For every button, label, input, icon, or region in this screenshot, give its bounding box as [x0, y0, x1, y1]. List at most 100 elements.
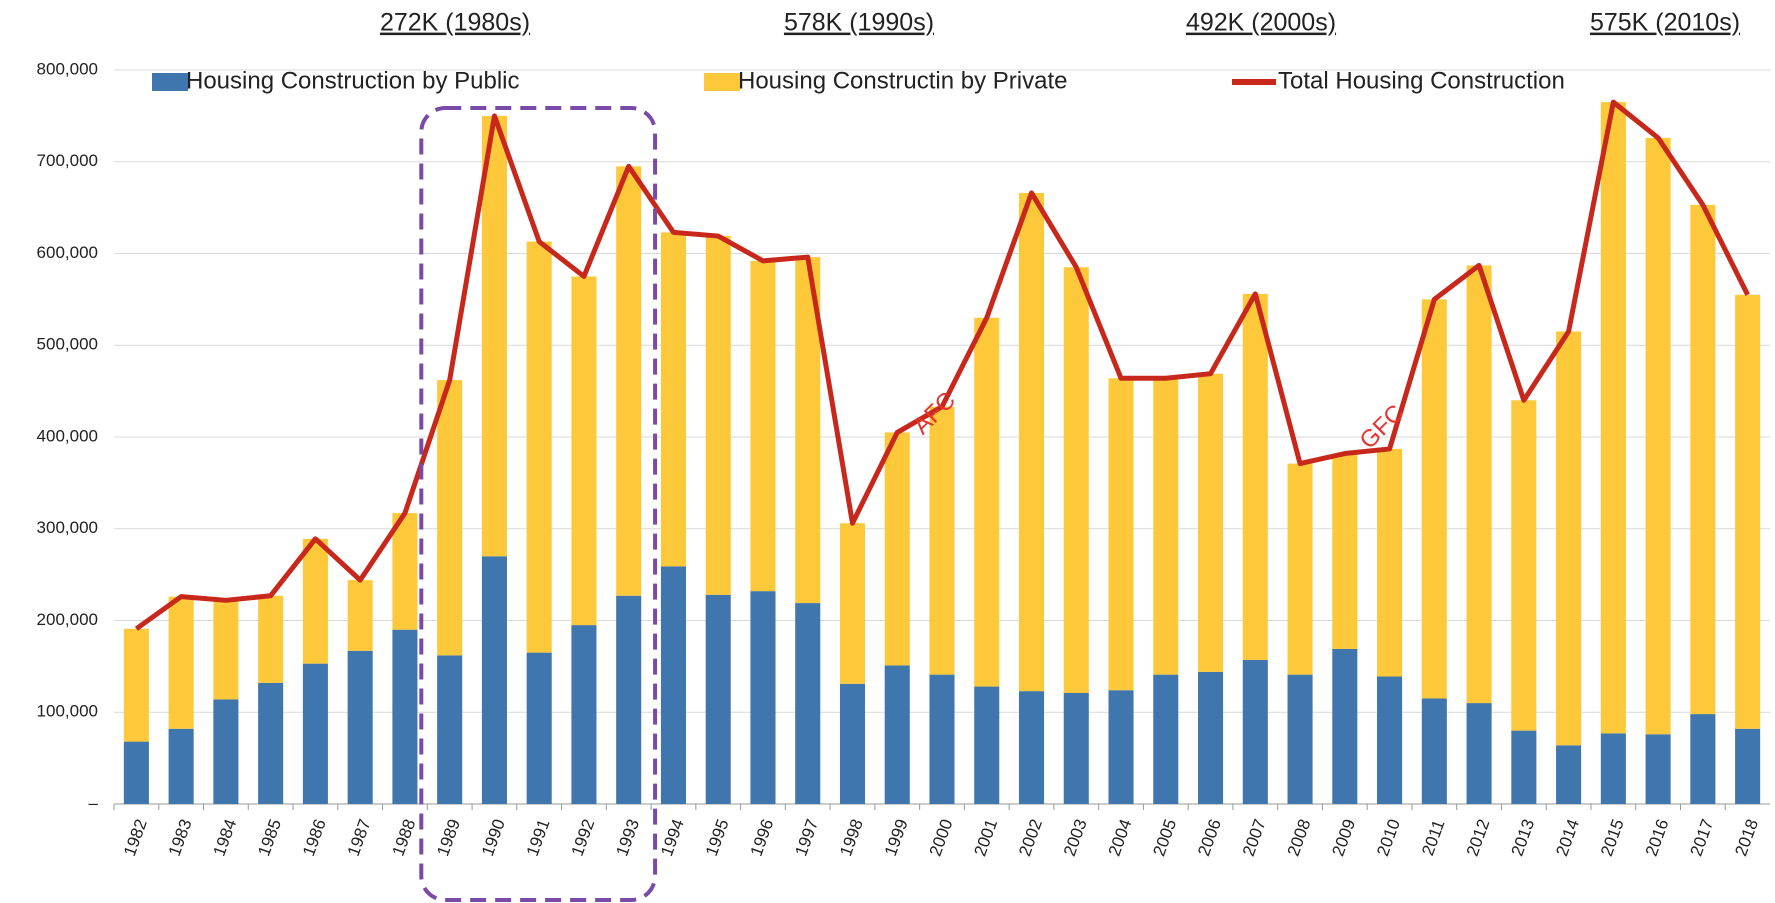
x-tick-label: 2005 — [1149, 817, 1180, 859]
x-tick-label: 2018 — [1731, 817, 1762, 859]
y-tick-label: 200,000 — [37, 610, 98, 629]
bar-segment — [705, 594, 731, 804]
bar-segment — [884, 665, 910, 804]
x-tick-label: 1993 — [612, 817, 643, 859]
bar-segment — [616, 166, 642, 596]
bar-segment — [1198, 671, 1224, 804]
bar-segment — [571, 276, 597, 626]
bar-segment — [884, 432, 910, 666]
bar-segment — [660, 566, 686, 804]
bar-segment — [1153, 674, 1179, 804]
bar-segment — [1645, 734, 1671, 804]
bar-segment — [347, 580, 373, 651]
x-tick-label: 2000 — [926, 817, 957, 859]
bar-segment — [1511, 730, 1537, 804]
x-tick-label: 2003 — [1060, 817, 1091, 859]
x-tick-label: 2011 — [1418, 817, 1448, 858]
y-tick-label: 500,000 — [37, 335, 98, 354]
bar-segment — [929, 406, 955, 675]
x-tick-label: 1986 — [299, 817, 330, 859]
bar-segment — [123, 628, 149, 742]
bar-segment — [795, 603, 821, 804]
bar-segment — [347, 650, 373, 804]
bar-segment — [302, 663, 328, 804]
x-tick-label: 1983 — [165, 817, 196, 859]
bar-segment — [750, 260, 776, 592]
y-tick-label: 100,000 — [37, 702, 98, 721]
bar-segment — [168, 728, 194, 804]
bar-segment — [1108, 690, 1134, 804]
x-tick-label: 2015 — [1597, 817, 1628, 859]
bar-segment — [437, 380, 463, 656]
y-tick-label: 800,000 — [37, 59, 98, 78]
x-tick-label: 1994 — [657, 817, 688, 859]
bar-segment — [1287, 674, 1313, 804]
bar-segment — [1018, 691, 1045, 804]
y-tick-label: 300,000 — [37, 518, 98, 537]
bar-segment — [168, 596, 194, 729]
bar-segment — [392, 513, 418, 630]
x-tick-label: 2013 — [1507, 817, 1538, 859]
bar-segment — [1556, 331, 1582, 746]
x-tick-label: 1999 — [881, 817, 912, 859]
legend-swatch — [152, 73, 188, 91]
bar-segment — [392, 629, 418, 804]
bar-segment — [1153, 378, 1179, 675]
x-tick-label: 1985 — [254, 817, 285, 859]
decade-label: 575K (2010s) — [1590, 9, 1740, 37]
bar-segment — [750, 591, 776, 804]
y-tick-label: – — [89, 793, 99, 812]
bar-segment — [1242, 659, 1268, 804]
y-tick-label: 600,000 — [37, 243, 98, 262]
x-tick-label: 1998 — [836, 817, 867, 859]
bar-segment — [1645, 137, 1671, 735]
x-tick-label: 2012 — [1463, 817, 1494, 859]
bar-segment — [974, 317, 1000, 687]
bar-segment — [1198, 373, 1224, 672]
bar-segment — [1377, 676, 1403, 804]
bar-segment — [1332, 648, 1358, 804]
decade-label: 272K (1980s) — [380, 9, 530, 37]
legend-label: Housing Construction by Public — [186, 67, 520, 94]
legend-swatch — [704, 73, 740, 91]
x-tick-label: 2016 — [1642, 817, 1673, 859]
bar-segment — [1511, 400, 1537, 731]
x-tick-label: 1989 — [433, 817, 464, 859]
decade-label: 492K (2000s) — [1186, 9, 1336, 37]
bar-segment — [123, 741, 149, 804]
bar-segment — [974, 686, 1000, 804]
bar-segment — [1466, 265, 1492, 704]
bar-segment — [526, 652, 552, 804]
bar-segment — [213, 600, 239, 700]
bar-segment — [1421, 698, 1447, 804]
x-tick-label: 2009 — [1328, 817, 1359, 859]
bar-segment — [1600, 102, 1626, 734]
total-line — [134, 99, 1750, 631]
x-tick-label: 1988 — [389, 817, 420, 859]
bar-segment — [839, 683, 866, 804]
bar-segment — [1690, 204, 1716, 715]
y-tick-label: 700,000 — [37, 151, 98, 170]
bar-segment — [1377, 448, 1403, 677]
x-tick-label: 1982 — [120, 817, 151, 859]
x-tick-label: 1995 — [702, 817, 733, 859]
x-tick-label: 2014 — [1552, 817, 1583, 859]
bar-segment — [1242, 293, 1268, 660]
bar-segment — [1735, 728, 1761, 804]
bar-segment — [660, 232, 686, 567]
bar-segment — [1063, 267, 1089, 693]
x-tick-label: 2008 — [1284, 817, 1315, 859]
x-tick-label: 2004 — [1105, 817, 1136, 859]
bar-segment — [213, 699, 239, 804]
bar-segment — [526, 241, 552, 653]
bar-segment — [258, 682, 284, 804]
x-tick-label: 2002 — [1015, 817, 1046, 859]
bar-segment — [1466, 703, 1492, 804]
x-tick-label: 1990 — [478, 817, 509, 859]
bar-segment — [705, 236, 731, 595]
bar-segment — [1287, 463, 1313, 675]
bar-segment — [1108, 378, 1134, 691]
legend-label: Housing Constructin by Private — [738, 67, 1067, 94]
bar-segment — [437, 655, 463, 804]
